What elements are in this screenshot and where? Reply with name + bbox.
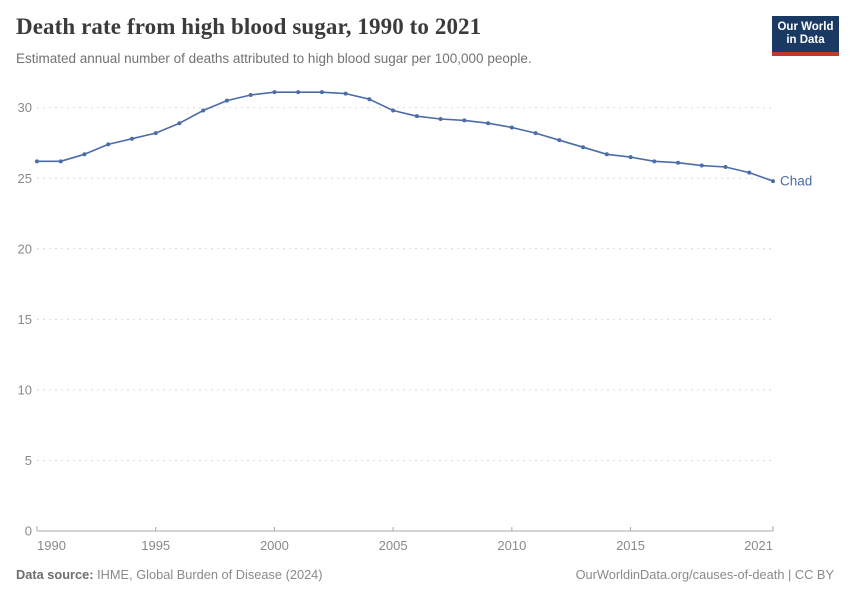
y-tick-label: 30 xyxy=(18,100,32,115)
data-point[interactable] xyxy=(533,131,538,136)
data-point[interactable] xyxy=(604,152,609,157)
owid-logo[interactable]: Our World in Data xyxy=(772,16,839,56)
data-point[interactable] xyxy=(557,138,562,143)
data-point[interactable] xyxy=(82,152,87,157)
y-tick-label: 25 xyxy=(18,171,32,186)
y-tick-label: 10 xyxy=(18,382,32,397)
series-line-chad[interactable] xyxy=(36,91,774,182)
data-point[interactable] xyxy=(272,90,277,95)
y-tick-label: 15 xyxy=(18,312,32,327)
x-tick-label: 2021 xyxy=(744,538,773,553)
chart-footer: Data source: IHME, Global Burden of Dise… xyxy=(16,567,834,582)
data-point[interactable] xyxy=(343,91,348,96)
data-point[interactable] xyxy=(438,116,443,121)
data-point[interactable] xyxy=(224,98,229,103)
data-point[interactable] xyxy=(153,131,158,136)
data-point[interactable] xyxy=(296,90,301,95)
data-point[interactable] xyxy=(771,179,775,184)
data-point[interactable] xyxy=(723,164,728,169)
attribution-link[interactable]: OurWorldinData.org/causes-of-death | CC … xyxy=(575,567,834,582)
x-tick-label: 2005 xyxy=(379,538,408,553)
data-point[interactable] xyxy=(462,118,467,123)
page-title: Death rate from high blood sugar, 1990 t… xyxy=(16,14,482,39)
data-point[interactable] xyxy=(129,136,134,141)
y-tick-label: 5 xyxy=(25,453,32,468)
data-point[interactable] xyxy=(581,145,586,150)
data-point[interactable] xyxy=(652,159,657,164)
data-point[interactable] xyxy=(177,121,182,126)
data-point[interactable] xyxy=(391,108,396,113)
data-point[interactable] xyxy=(319,90,324,95)
data-point[interactable] xyxy=(509,125,514,130)
entity-label-chad[interactable]: Chad xyxy=(780,174,812,189)
data-point[interactable] xyxy=(628,155,633,160)
x-tick-label: 1995 xyxy=(141,538,170,553)
data-point[interactable] xyxy=(106,142,111,147)
y-tick-label: 20 xyxy=(18,241,32,256)
x-tick-label: 2000 xyxy=(260,538,289,553)
data-point[interactable] xyxy=(58,159,63,164)
data-point[interactable] xyxy=(486,121,491,126)
data-point[interactable] xyxy=(747,170,752,175)
data-source-note: Data source: IHME, Global Burden of Dise… xyxy=(16,567,323,582)
data-point[interactable] xyxy=(201,108,206,113)
chart-subtitle: Estimated annual number of deaths attrib… xyxy=(16,51,532,66)
y-tick-label: 0 xyxy=(25,524,32,539)
data-point[interactable] xyxy=(367,97,372,102)
data-point[interactable] xyxy=(248,93,253,98)
data-point[interactable] xyxy=(35,159,39,164)
x-tick-label: 2015 xyxy=(616,538,645,553)
data-point[interactable] xyxy=(676,160,681,165)
data-point[interactable] xyxy=(414,114,419,119)
x-tick-label: 1990 xyxy=(37,538,66,553)
owid-logo-text: Our World in Data xyxy=(777,21,834,46)
data-point[interactable] xyxy=(699,163,704,168)
x-tick-label: 2010 xyxy=(497,538,526,553)
